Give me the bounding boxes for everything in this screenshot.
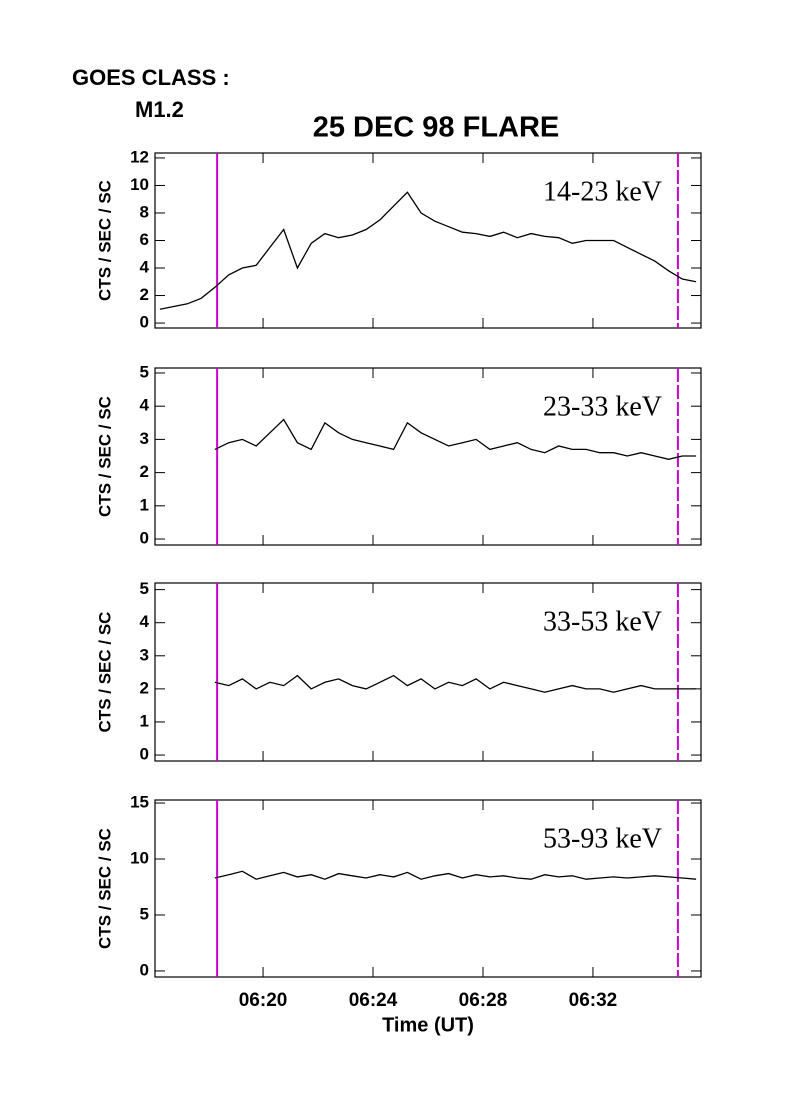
- y-tick-label: 15: [130, 793, 149, 812]
- y-tick-label: 5: [140, 362, 149, 381]
- energy-band: 33-53 keV: [543, 606, 662, 637]
- x-tick-label: 06:32: [569, 990, 618, 1011]
- y-tick-label: 0: [140, 960, 149, 979]
- y-tick-label: 8: [140, 202, 149, 221]
- energy-band: 23-33 keV: [543, 391, 662, 422]
- plot-frame: [154, 367, 702, 546]
- x-tick-label: 06:20: [239, 990, 288, 1011]
- x-tick-label: 06:24: [349, 990, 398, 1011]
- y-tick-label: 4: [140, 612, 150, 631]
- x-tick-label: 06:28: [459, 990, 508, 1011]
- y-tick-label: 5: [140, 904, 149, 923]
- y-tick-label: 3: [140, 429, 149, 448]
- y-tick-label: 6: [140, 230, 149, 249]
- y-tick-label: 4: [140, 396, 150, 415]
- count-rate-line: [214, 674, 697, 693]
- title: 25 DEC 98 FLARE: [313, 112, 560, 144]
- y-axis-label: CTS / SEC / SC: [95, 612, 114, 733]
- y-tick-label: 0: [140, 529, 149, 548]
- y-tick-label: 12: [130, 147, 149, 166]
- count-rate-line: [214, 418, 697, 460]
- y-tick-label: 5: [140, 579, 149, 598]
- energy-band: 53-93 keV: [543, 823, 662, 854]
- y-tick-label: 0: [140, 313, 149, 332]
- y-tick-label: 1: [140, 495, 149, 514]
- y-tick-label: 3: [140, 645, 149, 664]
- plot-frame: [154, 582, 702, 762]
- y-tick-label: 2: [140, 462, 149, 481]
- plot-frame: [154, 799, 702, 978]
- y-axis-label: CTS / SEC / SC: [95, 396, 114, 517]
- y-tick-label: 2: [140, 678, 149, 697]
- x-axis-label: Time (UT): [382, 1014, 474, 1036]
- y-axis-label: CTS / SEC / SC: [95, 180, 114, 301]
- y-tick-label: 1: [140, 711, 149, 730]
- energy-band: 14-23 keV: [543, 176, 662, 207]
- count-rate-line: [159, 191, 697, 310]
- y-tick-label: 4: [140, 258, 150, 277]
- y-tick-label: 2: [140, 285, 149, 304]
- y-tick-label: 0: [140, 745, 149, 764]
- y-axis-label: CTS / SEC / SC: [95, 828, 114, 949]
- y-tick-label: 10: [130, 848, 149, 867]
- goes-label: GOES CLASS :: [72, 65, 230, 90]
- y-tick-label: 10: [130, 175, 149, 194]
- count-rate-line: [214, 870, 697, 880]
- goes-class: M1.2: [135, 97, 184, 122]
